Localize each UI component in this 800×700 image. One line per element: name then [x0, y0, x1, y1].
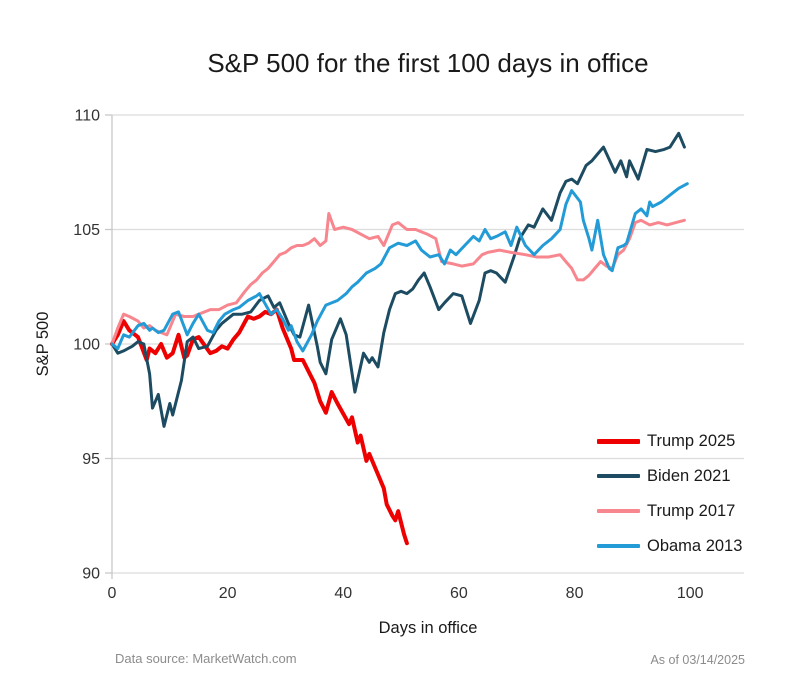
data-source: Data source: MarketWatch.com	[115, 651, 297, 666]
x-axis-title: Days in office	[379, 619, 478, 637]
legend-label: Trump 2025	[647, 431, 736, 450]
y-tick-label: 110	[74, 108, 100, 125]
axes	[105, 114, 113, 579]
series-line-obama-2013	[110, 182, 689, 353]
series-line-biden-2021	[110, 131, 686, 428]
legend-item-trump-2017: Trump 2017	[597, 500, 742, 522]
y-tick-label: 90	[82, 566, 100, 583]
tick-labels: 110 105 100 95 90 0 20 40 60 80 100	[73, 108, 703, 603]
legend-item-trump-2025: Trump 2025	[597, 430, 742, 452]
y-axis-title: S&P 500	[34, 312, 52, 377]
legend-label: Trump 2017	[647, 501, 736, 520]
legend-item-biden-2021: Biden 2021	[597, 465, 742, 487]
legend-label: Biden 2021	[647, 466, 731, 485]
legend-label: Obama 2013	[647, 536, 743, 555]
y-tick-label: 100	[73, 337, 100, 354]
legend: Trump 2025 Biden 2021 Trump 2017 Obama 2…	[597, 430, 742, 557]
legend-swatch-obama-2013	[597, 544, 640, 548]
x-tick-label: 40	[334, 585, 352, 602]
x-tick-label: 80	[566, 585, 584, 602]
as-of-date: As of 03/14/2025	[650, 653, 745, 667]
chart-title: S&P 500 for the first 100 days in office	[207, 48, 649, 78]
x-tick-label: 0	[108, 585, 117, 602]
series-line-trump-2025	[110, 307, 409, 546]
legend-swatch-biden-2021	[597, 474, 640, 478]
legend-swatch-trump-2025	[597, 438, 640, 444]
x-tick-label: 60	[450, 585, 468, 602]
gridlines	[112, 114, 744, 574]
series-lines	[110, 131, 689, 546]
y-tick-label: 95	[82, 451, 100, 468]
y-tick-label: 105	[73, 222, 100, 239]
x-tick-label: 100	[677, 585, 704, 602]
legend-swatch-trump-2017	[597, 509, 640, 513]
x-tick-label: 20	[219, 585, 237, 602]
legend-item-obama-2013: Obama 2013	[597, 535, 742, 557]
